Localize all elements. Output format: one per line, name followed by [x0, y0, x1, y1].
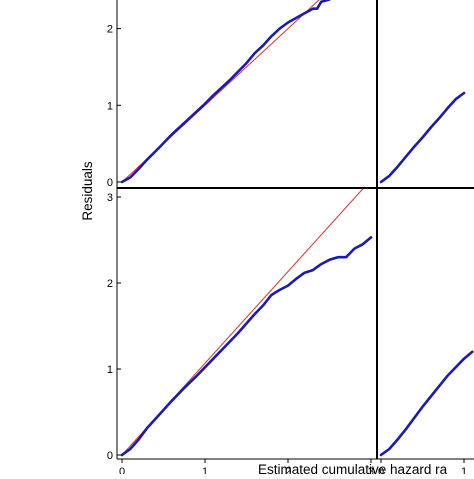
- x-tick-label-bottom-right-1: 1: [461, 466, 467, 474]
- y-tick-label-top-left-1: 1: [107, 100, 113, 112]
- residual-curve-top-right-0: [379, 91, 466, 184]
- y-tick-label-top-left-2: 2: [107, 24, 113, 36]
- x-tick-label-bottom-left-2: 2: [285, 466, 291, 474]
- y-tick-label-bottom-left-3: 3: [107, 192, 113, 204]
- y-tick-label-bottom-left-1: 1: [107, 364, 113, 376]
- residual-curve-bottom-right-0: [379, 350, 474, 457]
- x-tick-label-bottom-right-0: 0: [378, 466, 384, 474]
- x-tick-label-bottom-left-3: 3: [368, 466, 374, 474]
- y-tick-label-top-left-0: 0: [107, 177, 113, 189]
- x-tick-label-bottom-left-0: 0: [119, 466, 125, 474]
- x-axis-title: Estimated cumulative hazard ra: [258, 462, 448, 474]
- y-tick-label-bottom-left-2: 2: [107, 278, 113, 290]
- x-tick-label-bottom-left-1: 1: [202, 466, 208, 474]
- residual-curve-top-left-0: [120, 0, 331, 184]
- y-tick-label-bottom-left-0: 0: [107, 450, 113, 462]
- residual-curve-bottom-left-0: [120, 236, 373, 457]
- y-axis-title: Residuals: [80, 161, 95, 221]
